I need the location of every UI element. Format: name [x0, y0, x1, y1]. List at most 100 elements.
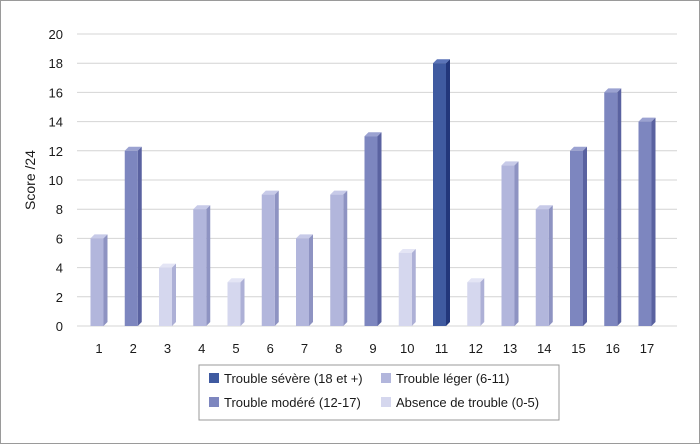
y-tick-labels: 0 2 4 6 8 10 12 14 16 18 20 [49, 27, 63, 334]
legend-label: Trouble léger (6-11) [396, 371, 509, 386]
bar-top [296, 234, 313, 239]
bar-top [193, 205, 211, 210]
y-tick-label: 18 [49, 56, 63, 71]
bar-front [433, 63, 446, 326]
bar-front [467, 282, 481, 326]
y-tick-label: 2 [56, 290, 63, 305]
bar-14 [535, 205, 553, 326]
bar-side [343, 190, 348, 326]
x-tick-label: 7 [301, 341, 308, 356]
bar-3 [159, 263, 176, 326]
y-tick-label: 0 [56, 319, 63, 334]
bar-front [261, 194, 275, 326]
bars [90, 59, 656, 327]
bar-side [446, 59, 450, 326]
bar-side [651, 117, 656, 326]
bar-5 [227, 278, 245, 326]
bar-side [103, 234, 108, 326]
bar-top [261, 190, 279, 195]
x-tick-label: 2 [130, 341, 137, 356]
y-tick-label: 12 [49, 144, 63, 159]
bar-top [159, 263, 176, 268]
x-tick-label: 13 [503, 341, 517, 356]
x-tick-label: 8 [335, 341, 342, 356]
y-tick-label: 20 [49, 27, 63, 42]
bar-top [364, 132, 382, 137]
x-tick-label: 4 [198, 341, 205, 356]
bar-side [617, 88, 622, 327]
bar-top [535, 205, 553, 210]
legend-item-modere: Trouble modéré (12-17) [209, 395, 361, 410]
legend-item-absence: Absence de trouble (0-5) [381, 395, 539, 410]
y-axis-label: Score /24 [22, 150, 38, 210]
bar-front [398, 253, 412, 326]
bar-side [240, 278, 245, 326]
bar-top [501, 161, 519, 166]
legend-label: Trouble modéré (12-17) [224, 395, 361, 410]
x-tick-label: 6 [267, 341, 274, 356]
bar-9 [364, 132, 382, 326]
x-tick-label: 9 [369, 341, 376, 356]
bar-front [193, 209, 207, 326]
bar-2 [124, 146, 142, 326]
bar-top [398, 249, 416, 253]
bar-front [604, 92, 618, 327]
bar-top [330, 190, 348, 195]
bar-12 [467, 278, 485, 326]
x-tick-label: 1 [95, 341, 102, 356]
legend-swatch [381, 397, 391, 407]
legend-box [198, 364, 560, 421]
y-tick-label: 14 [49, 115, 63, 130]
bar-front [159, 267, 172, 326]
bar-top [124, 146, 142, 151]
bar-side [480, 278, 485, 326]
bar-top [433, 59, 450, 64]
bar-top [638, 117, 656, 122]
bar-front [330, 194, 344, 326]
legend: Trouble sévère (18 et +) Trouble léger (6… [198, 364, 560, 421]
bar-side [514, 161, 519, 326]
y-tick-label: 16 [49, 85, 63, 100]
bar-13 [501, 161, 519, 326]
bar-side [411, 249, 416, 326]
bar-side [309, 234, 313, 326]
y-tick-label: 8 [56, 202, 63, 217]
bar-side [548, 205, 553, 326]
x-tick-label: 16 [606, 341, 620, 356]
bar-4 [193, 205, 211, 326]
bar-front [227, 282, 241, 326]
bar-16 [604, 88, 622, 327]
legend-item-leger: Trouble léger (6-11) [381, 371, 509, 386]
y-tick-label: 6 [56, 231, 63, 246]
bar-front [501, 165, 515, 326]
bar-side [172, 263, 176, 326]
y-tick-label: 4 [56, 261, 63, 276]
bar-front [535, 209, 549, 326]
legend-swatch [209, 397, 219, 407]
bar-side [377, 132, 382, 326]
bar-front [364, 136, 378, 326]
legend-swatch [381, 373, 391, 383]
bar-side [274, 190, 279, 326]
bar-top [467, 278, 485, 283]
legend-item-severe: Trouble sévère (18 et +) [209, 371, 363, 386]
bar-front [90, 238, 104, 326]
bar-side [583, 146, 587, 326]
x-tick-label: 15 [571, 341, 585, 356]
x-tick-label: 5 [232, 341, 239, 356]
bar-1 [90, 234, 108, 326]
legend-label: Absence de trouble (0-5) [396, 395, 539, 410]
legend-label: Trouble sévère (18 et +) [224, 371, 363, 386]
bar-top [227, 278, 245, 283]
x-tick-label: 10 [400, 341, 414, 356]
bar-front [296, 238, 309, 326]
bar-17 [638, 117, 656, 326]
y-tick-label: 10 [49, 173, 63, 188]
bar-side [206, 205, 211, 326]
bar-top [90, 234, 108, 239]
x-tick-label: 12 [469, 341, 483, 356]
bar-10 [398, 249, 416, 326]
bar-8 [330, 190, 348, 326]
